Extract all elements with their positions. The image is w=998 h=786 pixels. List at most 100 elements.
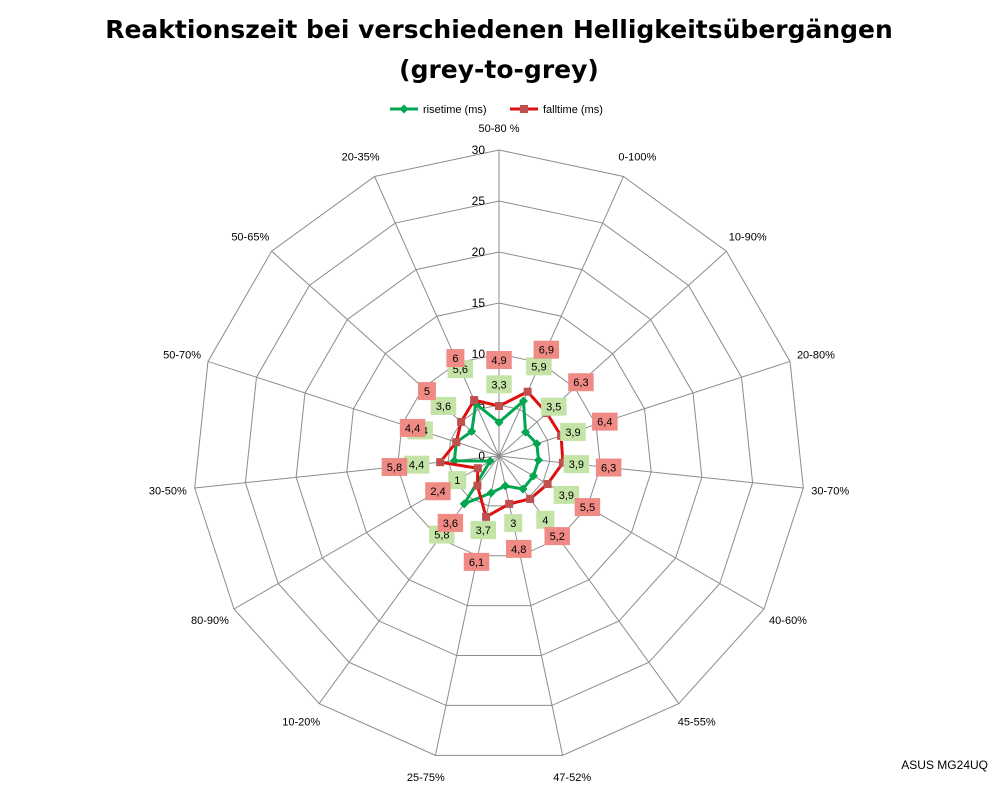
category-label: 0-100% bbox=[618, 151, 656, 163]
falltime-data-label: 6,1 bbox=[463, 552, 490, 571]
risetime-marker bbox=[494, 417, 504, 427]
data-label-box bbox=[399, 418, 426, 437]
falltime-marker bbox=[452, 438, 461, 447]
spoke-line bbox=[374, 176, 500, 457]
falltime-data-label: 4,4 bbox=[399, 418, 426, 437]
data-label-box bbox=[430, 397, 457, 416]
spoke-line bbox=[498, 455, 765, 610]
data-labels: 3,3 5,9 3,5 3,9 3,9 3,9 4 3 3,7 5,8 1 4,4 4,4 3,6 5,6 4… bbox=[381, 340, 622, 571]
falltime-marker bbox=[457, 417, 466, 426]
data-label-text: 3,3 bbox=[491, 379, 506, 391]
legend-marker bbox=[520, 105, 528, 113]
data-label-box bbox=[526, 357, 552, 376]
category-label: 50-65% bbox=[231, 232, 269, 244]
monitor-model-label: ASUS MG24UQ bbox=[901, 758, 988, 772]
falltime-marker bbox=[470, 396, 479, 405]
falltime-data-label: 6,3 bbox=[568, 373, 594, 392]
falltime-data-label: 3,6 bbox=[437, 513, 464, 532]
data-label-text: 5,8 bbox=[387, 462, 402, 474]
falltime-data-label: 2,4 bbox=[425, 482, 451, 501]
grid-ring-25 bbox=[244, 200, 754, 706]
falltime-data-label: 4,9 bbox=[486, 351, 512, 370]
data-label-text: 1 bbox=[454, 475, 460, 487]
chart-title-line1: Reaktionszeit bei verschiedenen Helligke… bbox=[105, 15, 893, 44]
data-label-box bbox=[403, 455, 430, 474]
risetime-marker bbox=[500, 481, 510, 491]
risetime-marker bbox=[521, 427, 531, 437]
falltime-marker bbox=[558, 458, 567, 467]
falltime-data-label: 6,9 bbox=[533, 340, 560, 359]
category-label: 20-80% bbox=[797, 350, 835, 362]
data-label-text: 4,4 bbox=[405, 423, 420, 435]
legend-label: risetime (ms) bbox=[423, 104, 487, 116]
data-label-box bbox=[560, 422, 586, 441]
spoke-line bbox=[498, 176, 624, 457]
series-falltime bbox=[436, 387, 567, 521]
tick-label: 25 bbox=[472, 194, 486, 208]
data-label-box bbox=[470, 521, 497, 540]
data-label-text: 6,9 bbox=[539, 345, 554, 357]
falltime-data-label: 6,4 bbox=[592, 412, 618, 431]
data-label-box bbox=[381, 457, 408, 476]
risetime-data-label: 3,9 bbox=[563, 455, 590, 474]
data-label-text: 3,6 bbox=[436, 401, 451, 413]
data-label-text: 3,7 bbox=[476, 525, 491, 537]
data-label-box bbox=[568, 373, 594, 392]
series-line bbox=[452, 399, 541, 506]
risetime-marker bbox=[486, 488, 496, 498]
spoke-line bbox=[498, 455, 804, 489]
spoke-line bbox=[207, 360, 500, 457]
category-label: 50-70% bbox=[163, 350, 201, 362]
data-label-box bbox=[595, 458, 622, 477]
falltime-data-label: 6,3 bbox=[595, 458, 622, 477]
data-label-box bbox=[446, 349, 465, 368]
data-label-box bbox=[574, 498, 601, 517]
data-label-text: 5,9 bbox=[531, 361, 546, 373]
category-label: 40-60% bbox=[769, 615, 807, 627]
data-label-text: 6,1 bbox=[469, 557, 484, 569]
legend: risetime (ms) falltime (ms) bbox=[390, 104, 603, 116]
data-label-text: 3 bbox=[510, 518, 516, 530]
falltime-marker bbox=[543, 480, 552, 489]
data-label-box bbox=[553, 485, 580, 504]
risetime-data-label: 3,3 bbox=[486, 375, 512, 394]
data-label-text: 6 bbox=[452, 353, 458, 365]
falltime-data-label: 5,5 bbox=[574, 498, 601, 517]
data-label-text: 4 bbox=[542, 515, 548, 527]
data-label-box bbox=[417, 382, 436, 401]
falltime-data-label: 5,2 bbox=[544, 527, 570, 546]
legend-marker bbox=[399, 104, 409, 114]
tick-label: 20 bbox=[472, 245, 486, 259]
falltime-data-label: 4,8 bbox=[505, 539, 532, 558]
risetime-data-label: 1 bbox=[448, 471, 467, 490]
risetime-data-label: 4 bbox=[536, 510, 555, 529]
spoke-line bbox=[498, 455, 680, 704]
data-label-box bbox=[448, 471, 467, 490]
falltime-marker bbox=[505, 499, 514, 508]
risetime-data-label: 3,9 bbox=[560, 422, 586, 441]
falltime-data-label: 5,8 bbox=[381, 457, 408, 476]
data-label-box bbox=[505, 539, 532, 558]
legend-item-falltime: falltime (ms) bbox=[510, 104, 603, 116]
falltime-marker bbox=[495, 402, 503, 411]
tick-label: 10 bbox=[472, 347, 486, 361]
grid-ring-5 bbox=[447, 404, 551, 507]
data-label-box bbox=[541, 397, 567, 416]
data-label-text: 6,4 bbox=[597, 417, 612, 429]
falltime-marker bbox=[473, 464, 482, 473]
category-label: 47-52% bbox=[553, 772, 591, 784]
risetime-marker bbox=[528, 471, 538, 481]
risetime-marker bbox=[534, 455, 544, 465]
category-label: 20-35% bbox=[342, 151, 380, 163]
spoke-line bbox=[194, 455, 500, 489]
data-label-box bbox=[486, 351, 512, 370]
data-label-box bbox=[486, 375, 512, 394]
risetime-marker bbox=[459, 499, 469, 509]
grid-ring-10 bbox=[397, 353, 601, 557]
risetime-data-label: 3 bbox=[504, 514, 523, 533]
risetime-data-label: 3,5 bbox=[541, 397, 567, 416]
risetime-marker bbox=[467, 426, 477, 436]
data-label-text: 3,5 bbox=[546, 402, 561, 414]
spoke-line bbox=[434, 455, 500, 756]
data-label-text: 5,5 bbox=[580, 502, 595, 514]
